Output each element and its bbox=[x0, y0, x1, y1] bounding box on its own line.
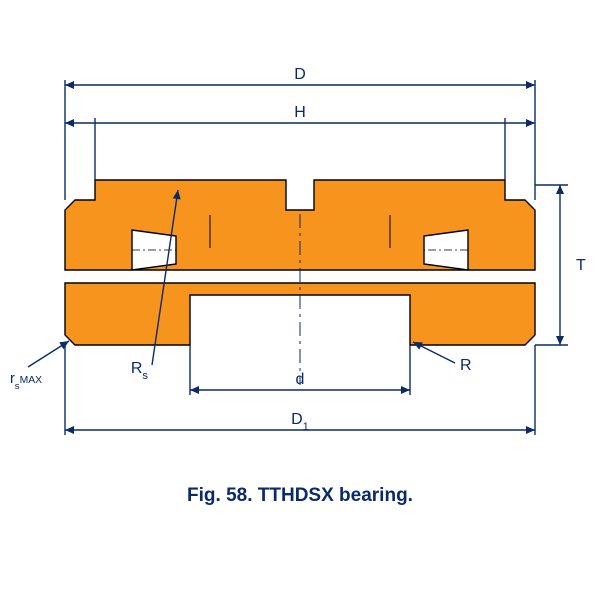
svg-text:d: d bbox=[296, 371, 305, 388]
figure-caption: Fig. 58. TTHDSX bearing. bbox=[0, 485, 600, 507]
svg-text:H: H bbox=[294, 104, 306, 121]
svg-text:rsMAX: rsMAX bbox=[10, 371, 42, 392]
svg-text:D: D bbox=[294, 66, 306, 83]
svg-text:Rs: Rs bbox=[131, 360, 149, 382]
bearing-diagram: DHdD1TRRsrsMAX bbox=[0, 55, 600, 475]
figure-canvas: DHdD1TRRsrsMAX Fig. 58. TTHDSX bearing. bbox=[0, 0, 600, 600]
svg-text:R: R bbox=[460, 357, 472, 374]
svg-text:T: T bbox=[576, 257, 586, 274]
